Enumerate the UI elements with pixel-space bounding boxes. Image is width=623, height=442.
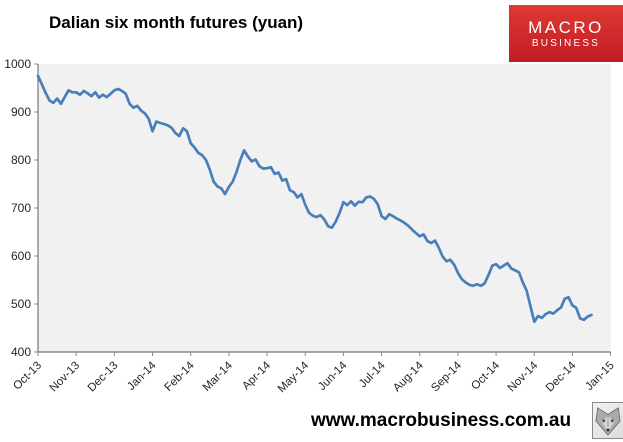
x-tick-label: Apr-14 <box>240 359 273 392</box>
wolf-icon <box>592 402 623 439</box>
x-tick-label: Jun-14 <box>316 359 350 393</box>
wolf-icon-drawing <box>595 406 621 436</box>
macrobusiness-logo: MACRO BUSINESS <box>509 5 623 62</box>
x-tick-label: Nov-14 <box>506 359 541 394</box>
logo-text-macro: MACRO <box>528 17 604 37</box>
y-tick-label: 800 <box>11 153 31 167</box>
x-tick-label: Oct-14 <box>469 359 502 392</box>
x-tick-label: Mar-14 <box>201 359 236 394</box>
x-tick-label: May-14 <box>276 359 312 395</box>
y-tick-label: 700 <box>11 201 31 215</box>
x-tick-label: Jul-14 <box>357 359 388 390</box>
y-tick-label: 1000 <box>4 57 31 71</box>
y-tick-label: 600 <box>11 249 31 263</box>
futures-line-chart: 400 500 600 700 800 900 1000 Oct-13 Nov-13 Dec-13… <box>4 57 616 395</box>
footer-url: www.macrobusiness.com.au <box>311 410 572 431</box>
logo-text-business: BUSINESS <box>531 37 601 49</box>
plot-area <box>38 64 611 352</box>
x-tick-label: Dec-13 <box>86 360 121 395</box>
y-tick-label: 900 <box>11 105 31 119</box>
x-tick-label: Sep-14 <box>429 359 464 394</box>
y-tick-label: 400 <box>11 345 31 359</box>
x-tick-label: Aug-14 <box>391 359 426 394</box>
x-tick-label: Nov-13 <box>48 360 83 395</box>
y-tick-label: 500 <box>11 297 31 311</box>
chart-title: Dalian six month futures (yuan) <box>49 13 304 32</box>
series-line <box>36 74 593 324</box>
x-tick-label: Jan-15 <box>583 360 616 393</box>
x-tick-label: Oct-13 <box>11 360 44 393</box>
x-tick-label: Jan-14 <box>125 359 159 393</box>
x-tick-label: Feb-14 <box>163 359 198 394</box>
x-tick-label: Dec-14 <box>544 359 579 394</box>
